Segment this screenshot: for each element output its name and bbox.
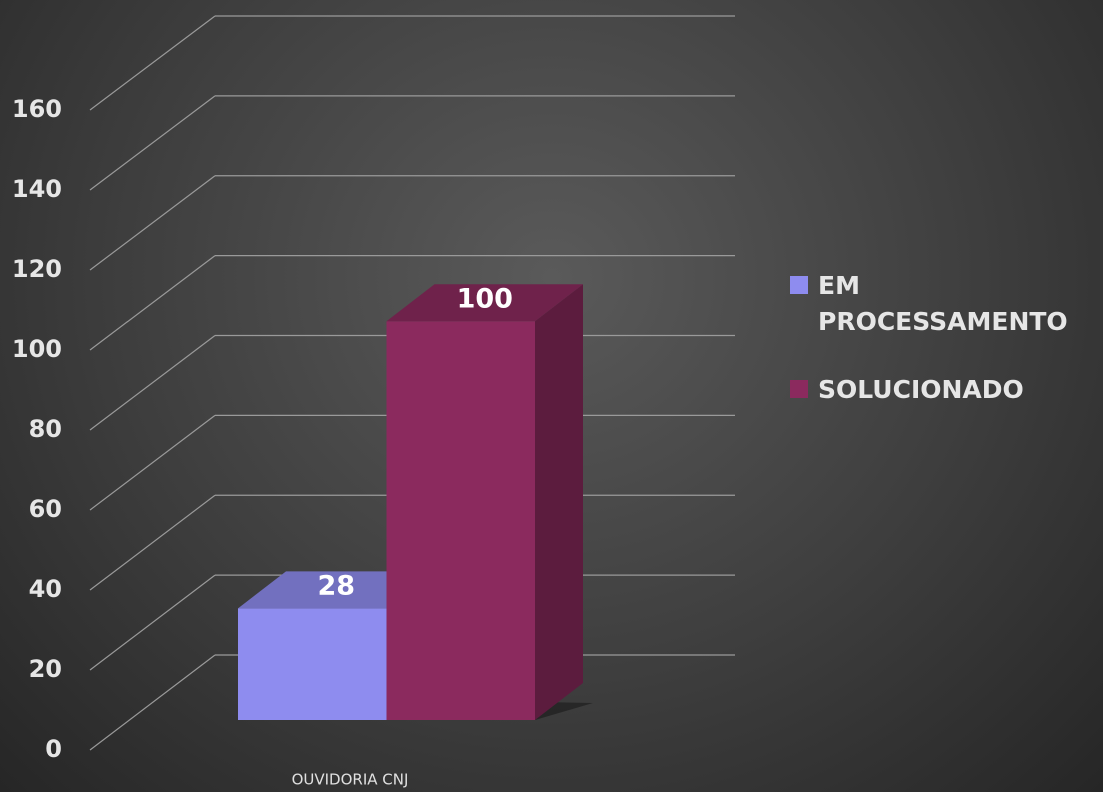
- grid-diagonal: [89, 95, 216, 191]
- y-tick-label: 120: [12, 255, 62, 283]
- legend-swatch: [790, 380, 808, 398]
- bar-side: [535, 284, 583, 720]
- value-label: 100: [457, 283, 513, 314]
- bar: [238, 608, 387, 720]
- legend-label: EM PROCESSAMENTO: [818, 271, 1068, 336]
- grid-diagonal: [89, 414, 216, 511]
- grid-diagonal: [89, 654, 216, 751]
- bar-top: [386, 284, 583, 322]
- y-tick-label: 140: [12, 175, 62, 203]
- bar-top: [238, 571, 435, 609]
- x-tick-label: OUVIDORIA CNJ: [292, 771, 409, 789]
- legend-item: EM PROCESSAMENTO: [790, 268, 1090, 340]
- legend-item: SOLUCIONADO: [790, 372, 1090, 408]
- value-label: 28: [317, 570, 355, 601]
- y-tick-label: 60: [29, 495, 62, 523]
- grid-diagonal: [89, 335, 216, 431]
- grid-diagonal: [89, 175, 216, 271]
- legend-label: SOLUCIONADO: [818, 375, 1024, 404]
- y-tick-label: 40: [29, 575, 62, 603]
- grid-diagonal: [89, 574, 216, 671]
- grid-diagonal: [89, 494, 216, 591]
- y-tick-label: 100: [12, 335, 62, 363]
- y-tick-label: 80: [29, 415, 62, 443]
- grid-diagonal: [89, 255, 216, 351]
- legend-swatch: [790, 276, 808, 294]
- y-tick-label: 0: [45, 735, 62, 763]
- grid-diagonal: [89, 15, 216, 111]
- y-tick-label: 160: [12, 95, 62, 123]
- bar: [386, 321, 535, 720]
- y-tick-label: 20: [29, 655, 62, 683]
